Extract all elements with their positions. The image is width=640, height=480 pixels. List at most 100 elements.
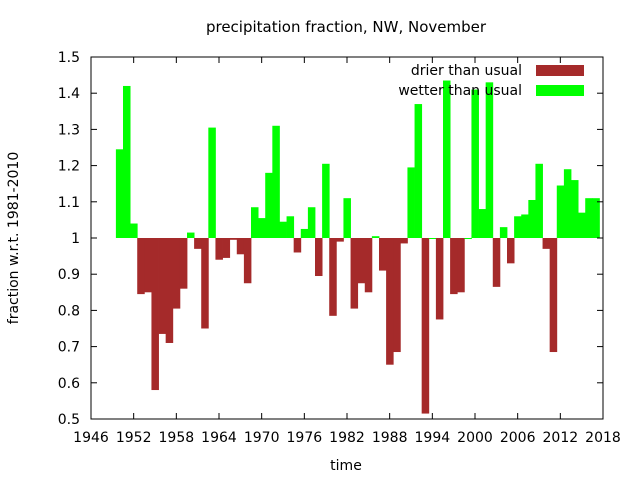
bar-1978 <box>315 238 323 277</box>
bar-1966 <box>229 238 238 240</box>
y-tick-label: 0.5 <box>58 412 80 428</box>
x-tick-label: 1970 <box>244 430 280 446</box>
x-tick-label: 2012 <box>543 430 579 446</box>
bar-2000 <box>471 89 479 238</box>
bar-1977 <box>307 207 316 238</box>
bar-1981 <box>336 238 344 242</box>
bar-1957 <box>165 238 174 343</box>
bar-1996 <box>443 80 451 238</box>
x-tick-label: 1964 <box>201 430 237 446</box>
x-tick-label: 2006 <box>500 430 536 446</box>
bar-1974 <box>286 216 295 238</box>
bar-1963 <box>208 127 216 238</box>
bar-2011 <box>549 238 558 353</box>
bar-1969 <box>251 207 259 238</box>
bar-1960 <box>187 232 195 238</box>
bar-2004 <box>499 227 508 238</box>
bar-1950 <box>115 149 124 238</box>
y-tick-label: 1.5 <box>58 50 80 66</box>
bar-1988 <box>386 238 394 365</box>
bar-1953 <box>137 238 145 295</box>
x-tick-label: 2000 <box>457 430 493 446</box>
x-tick-label: 1988 <box>372 430 408 446</box>
bar-1962 <box>201 238 209 329</box>
bar-2017 <box>592 198 600 238</box>
bar-1975 <box>293 238 302 253</box>
x-tick-label: 1958 <box>159 430 195 446</box>
bar-2014 <box>571 180 579 238</box>
bar-1989 <box>393 238 401 353</box>
bar-2008 <box>528 199 536 238</box>
bar-1955 <box>151 238 159 391</box>
bar-2009 <box>535 163 543 238</box>
y-tick-label: 0.7 <box>58 340 80 356</box>
bars-group <box>115 80 600 414</box>
x-tick-label: 2018 <box>585 430 621 446</box>
bar-1987 <box>379 238 387 271</box>
y-tick-label: 0.9 <box>58 267 80 283</box>
bar-2007 <box>521 214 529 238</box>
bar-1985 <box>364 238 373 293</box>
bar-1991 <box>407 167 415 238</box>
bar-1979 <box>322 163 330 238</box>
bar-1965 <box>222 238 231 258</box>
bar-2010 <box>542 238 551 249</box>
y-tick-label: 0.8 <box>58 303 80 319</box>
y-axis-label: fraction w.r.t. 1981-2010 <box>6 152 22 324</box>
bar-1958 <box>172 238 181 309</box>
legend-swatch-drier <box>536 65 584 76</box>
bar-1952 <box>130 223 138 238</box>
legend-label-wetter: wetter than usual <box>398 83 522 99</box>
bar-2006 <box>514 216 522 238</box>
bar-1998 <box>457 238 465 293</box>
bar-1964 <box>215 238 223 260</box>
bar-1961 <box>194 238 202 249</box>
bar-1951 <box>123 85 131 239</box>
bar-2012 <box>556 185 565 238</box>
bar-1999 <box>464 238 472 239</box>
x-tick-label: 1994 <box>415 430 451 446</box>
bar-1972 <box>272 125 280 238</box>
legend: drier than usual wetter than usual <box>398 63 584 99</box>
y-tick-label: 1.3 <box>58 122 80 138</box>
bar-2016 <box>585 198 593 238</box>
y-tick-label: 1.4 <box>58 86 80 102</box>
bar-1994 <box>428 238 437 239</box>
bar-1959 <box>179 238 188 289</box>
bar-1992 <box>414 104 423 238</box>
bar-1976 <box>300 228 309 238</box>
bar-1982 <box>343 198 351 238</box>
bar-1956 <box>158 238 167 334</box>
bar-2005 <box>507 238 515 264</box>
x-tick-label: 1946 <box>73 430 109 446</box>
bar-2013 <box>563 169 572 238</box>
bar-2002 <box>485 82 494 238</box>
y-tick-label: 1.1 <box>58 195 80 211</box>
bar-1990 <box>400 238 408 244</box>
bar-1970 <box>258 218 266 238</box>
bar-1971 <box>265 172 273 238</box>
x-axis-label: time <box>330 458 362 474</box>
legend-swatch-wetter <box>536 85 584 96</box>
x-tick-label: 1952 <box>116 430 152 446</box>
bar-1954 <box>144 238 152 293</box>
bar-2015 <box>578 212 586 238</box>
bar-1995 <box>435 238 444 320</box>
x-tick-label: 1976 <box>287 430 323 446</box>
bar-2003 <box>492 238 501 287</box>
y-tick-label: 1 <box>71 231 80 247</box>
y-tick-label: 1.2 <box>58 159 80 175</box>
bar-1983 <box>350 238 359 309</box>
bar-1973 <box>279 221 287 238</box>
x-tick-label: 1982 <box>329 430 365 446</box>
bar-1997 <box>450 238 458 295</box>
y-tick-label: 0.6 <box>58 376 80 392</box>
bar-1980 <box>329 238 337 316</box>
bar-1968 <box>243 238 252 284</box>
bar-1993 <box>421 238 430 414</box>
bar-1967 <box>236 238 245 255</box>
bar-1984 <box>357 238 366 284</box>
ticks-group: 1946 1952 1958 1964 1970 1976 1982 1988 1994 2000… <box>58 50 621 446</box>
chart-title: precipitation fraction, NW, November <box>206 18 487 36</box>
